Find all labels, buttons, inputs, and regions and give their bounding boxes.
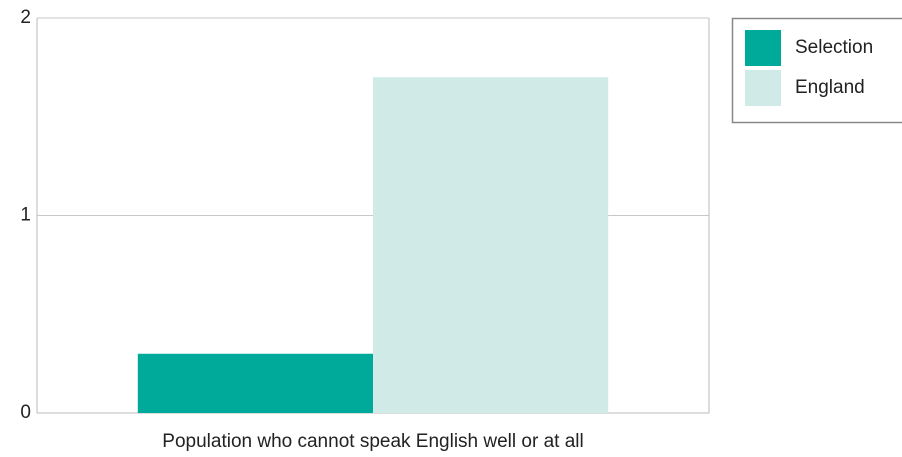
bar — [373, 77, 609, 413]
legend-label: England — [795, 77, 865, 98]
y-tick-label: 2 — [20, 7, 31, 28]
x-tick-label: Population who cannot speak English well… — [162, 431, 583, 452]
bar — [137, 353, 373, 413]
y-tick-label: 1 — [20, 205, 31, 226]
legend-swatch — [745, 70, 781, 106]
legend-label: Selection — [795, 37, 873, 58]
y-tick-label: 0 — [20, 402, 31, 423]
legend-swatch — [745, 30, 781, 66]
